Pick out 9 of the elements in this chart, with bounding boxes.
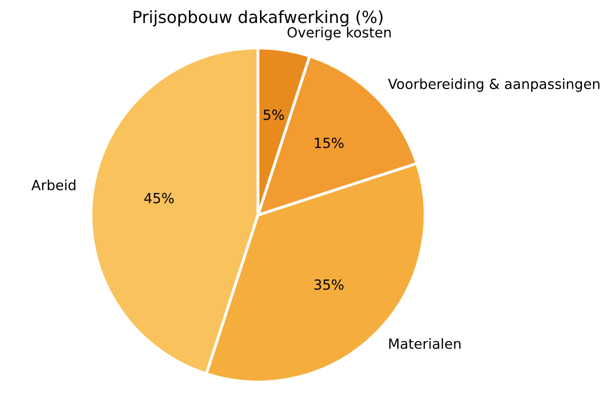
- slice-label: Arbeid: [31, 180, 76, 190]
- data-label: 45%: [144, 192, 174, 204]
- slice-label: Voorbereiding & aanpassingen: [388, 78, 600, 92]
- data-label: 35%: [314, 279, 344, 290]
- chart-title: Prijsopbouw dakafwerking (%): [134, 10, 382, 26]
- slice-label: Overige kosten: [288, 26, 391, 40]
- slice-label: Materialen: [389, 338, 460, 349]
- data-label: 5%: [264, 110, 284, 120]
- data-label: 15%: [314, 138, 344, 148]
